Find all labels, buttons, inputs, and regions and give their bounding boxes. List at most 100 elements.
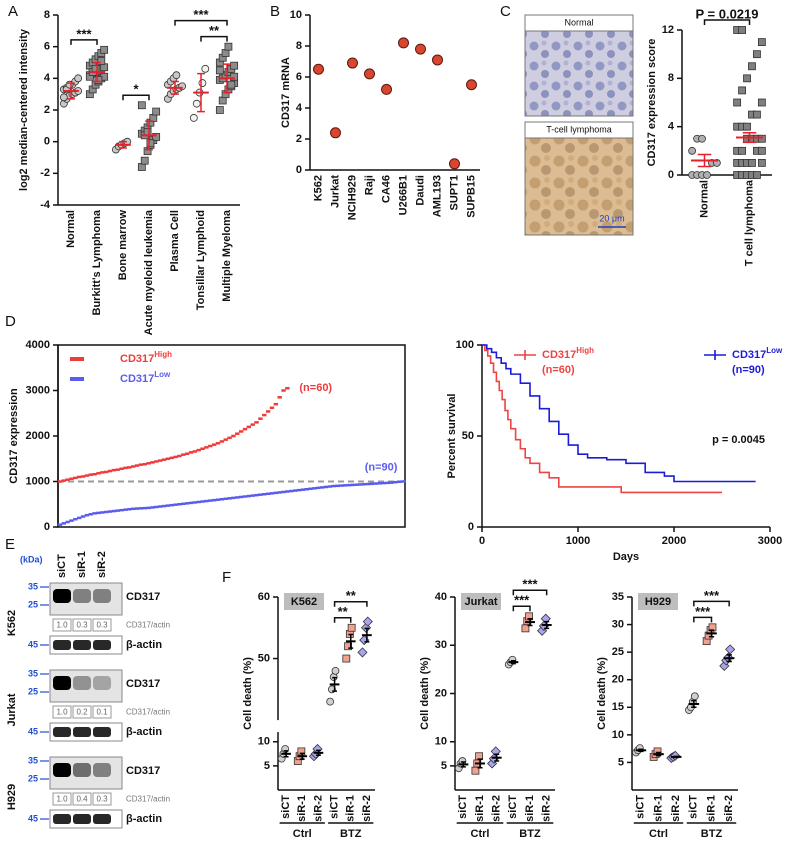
band xyxy=(73,676,91,690)
y-tick-label: 30 xyxy=(612,618,624,630)
y-tick-label: 4000 xyxy=(26,339,50,351)
point xyxy=(331,666,340,675)
x-tick-label: Daudi xyxy=(414,175,426,206)
group-label: BTZ xyxy=(340,828,362,840)
y-tick-label: 2000 xyxy=(26,430,50,442)
point xyxy=(757,146,766,155)
point xyxy=(227,80,236,89)
point xyxy=(748,62,756,71)
point xyxy=(357,647,368,658)
blot xyxy=(49,809,123,829)
significance-label: *** xyxy=(514,593,530,608)
significance-bracket xyxy=(200,35,228,42)
band xyxy=(53,814,71,824)
y-axis-label: Percent survival xyxy=(446,394,458,479)
error-bar xyxy=(67,82,75,100)
y-tick-label: 12 xyxy=(662,24,674,36)
y-axis-label: Cell death (%) xyxy=(242,657,254,730)
cell-line-label: Jurkat xyxy=(6,693,18,726)
point xyxy=(152,107,161,116)
y-tick-label: 4 xyxy=(44,72,51,84)
lane-label: siR-2 xyxy=(96,551,108,578)
error-bar xyxy=(283,750,289,758)
x-tick-label: AML193 xyxy=(431,175,443,217)
x-tick-label: siR-1 xyxy=(524,795,536,822)
legend-name: CD317 xyxy=(120,353,154,365)
legend-name: CD317 xyxy=(732,349,766,361)
point xyxy=(432,54,443,66)
y-tick-label: 10 xyxy=(612,729,624,741)
y-tick-label: 0 xyxy=(44,521,50,533)
ratio-label: CD317/actin xyxy=(126,795,170,804)
ratio-value: 1.0 xyxy=(56,708,68,717)
y-tick-label: 0 xyxy=(468,521,474,533)
error-bar xyxy=(223,63,231,94)
point xyxy=(230,61,239,70)
marker-label: 25 xyxy=(28,686,38,696)
band xyxy=(53,676,71,690)
point xyxy=(172,71,181,80)
significance-label: ** xyxy=(209,23,220,38)
significance-bracket xyxy=(333,601,368,607)
y-axis-label: CD317 mRNA xyxy=(280,57,292,128)
point xyxy=(189,114,198,122)
error-bar xyxy=(697,153,712,168)
band xyxy=(53,763,71,777)
n-label: (n=60) xyxy=(542,364,575,376)
x-tick-label: Jurkat xyxy=(329,175,341,208)
point xyxy=(137,101,146,110)
significance-label: *** xyxy=(76,26,92,41)
lane-label: siCT xyxy=(56,554,68,578)
ratio-box xyxy=(52,618,72,632)
x-tick-label: Acute myeloid leukemia xyxy=(143,209,155,335)
point xyxy=(347,623,356,632)
x-tick-label: siR-2 xyxy=(312,795,324,822)
ratio-box xyxy=(92,792,112,806)
point xyxy=(725,644,736,655)
y-tick-label: 50 xyxy=(258,652,270,664)
x-tick-label: CA46 xyxy=(380,175,392,203)
band xyxy=(73,589,91,603)
chart-title: H929 xyxy=(645,596,671,608)
ratio-label: CD317/actin xyxy=(126,621,170,630)
scale-bar-label: 20 μm xyxy=(599,213,624,223)
cell-line-label: K562 xyxy=(6,610,18,636)
point xyxy=(738,86,746,95)
x-tick-label: siR-1 xyxy=(705,795,717,822)
ratio-box xyxy=(92,618,112,632)
x-tick-label: SUPB15 xyxy=(465,175,477,218)
error-bar xyxy=(742,131,757,144)
blot xyxy=(49,722,123,742)
error-bar xyxy=(638,748,644,753)
significance-label: P = 0.0219 xyxy=(695,6,758,21)
point xyxy=(703,171,711,179)
ratio-value: 0.3 xyxy=(96,621,108,630)
y-tick-label: 8 xyxy=(44,9,50,21)
x-axis-label: Days xyxy=(613,551,639,563)
error-bar xyxy=(364,627,370,643)
band xyxy=(53,589,71,603)
x-tick-label: siCT xyxy=(635,795,647,819)
blot-label: β-actin xyxy=(126,726,162,738)
x-tick-label: siCT xyxy=(457,795,469,819)
point xyxy=(59,93,68,102)
ratio-value: 1.0 xyxy=(56,621,68,630)
point xyxy=(525,612,533,621)
y-tick-label: 4 xyxy=(296,102,303,114)
point xyxy=(748,159,756,167)
x-tick-label: siCT xyxy=(280,795,292,819)
point xyxy=(757,98,766,107)
x-tick-label: siR-2 xyxy=(541,795,553,822)
error-bar xyxy=(494,753,500,762)
marker-label: 35 xyxy=(28,755,38,765)
panel-letter: B xyxy=(270,3,280,20)
point xyxy=(690,692,699,701)
ratio-box xyxy=(52,705,72,719)
significance-label: ** xyxy=(338,604,349,619)
n-label: (n=90) xyxy=(365,461,398,473)
ratio-box xyxy=(52,792,72,806)
n-label: (n=90) xyxy=(732,364,765,376)
point xyxy=(94,76,103,84)
kda-label: (kDa) xyxy=(20,554,43,564)
significance-bracket xyxy=(512,589,548,596)
